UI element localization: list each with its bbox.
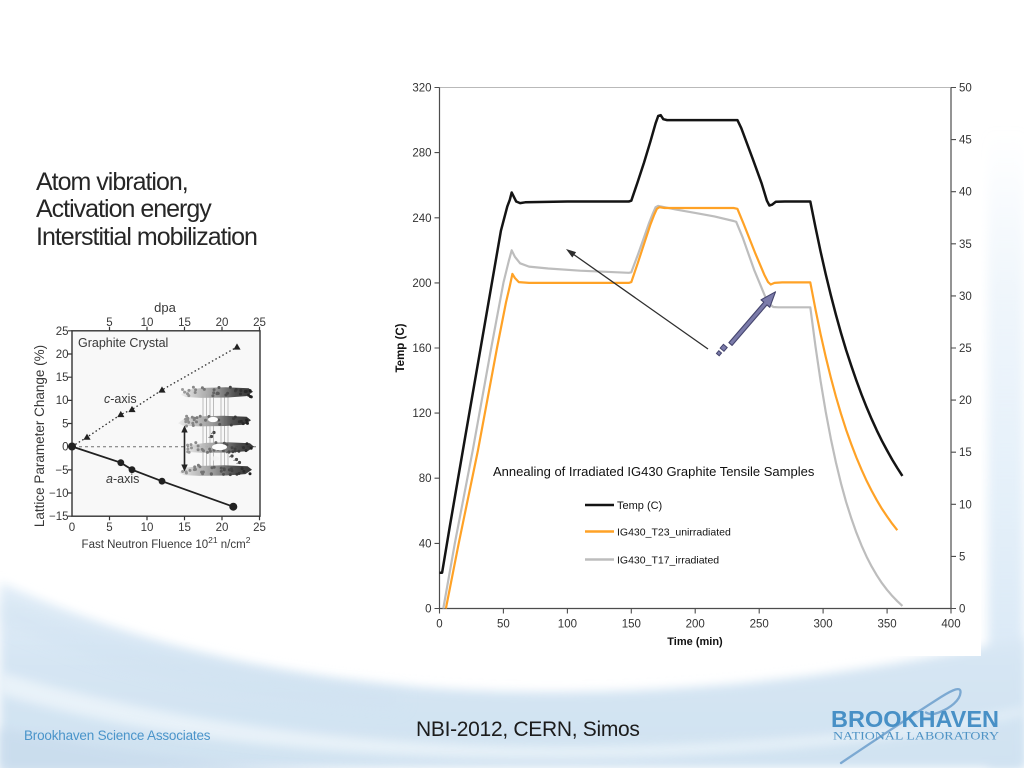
svg-text:20: 20: [959, 395, 972, 407]
svg-text:20: 20: [216, 522, 229, 534]
svg-text:20: 20: [56, 349, 69, 361]
svg-text:400: 400: [941, 619, 960, 631]
svg-text:−10: −10: [49, 488, 69, 500]
svg-text:Time (min): Time (min): [667, 636, 723, 648]
svg-text:IG430_T23_unirradiated: IG430_T23_unirradiated: [617, 527, 731, 539]
svg-text:280: 280: [412, 148, 431, 160]
svg-text:5: 5: [106, 317, 112, 329]
svg-text:−5: −5: [55, 465, 68, 477]
svg-text:0: 0: [62, 442, 68, 454]
svg-text:10: 10: [56, 395, 69, 407]
svg-text:25: 25: [253, 522, 266, 534]
svg-text:160: 160: [412, 343, 431, 355]
svg-text:50: 50: [497, 619, 510, 631]
svg-text:300: 300: [814, 619, 833, 631]
svg-text:150: 150: [622, 619, 641, 631]
svg-text:100: 100: [558, 619, 577, 631]
svg-text:10: 10: [141, 522, 154, 534]
svg-text:30: 30: [959, 291, 972, 303]
svg-text:Lattice Parameter Change (%): Lattice Parameter Change (%): [32, 345, 47, 527]
svg-text:15: 15: [56, 372, 69, 384]
svg-text:c-axis: c-axis: [104, 392, 137, 406]
svg-text:200: 200: [686, 619, 705, 631]
svg-text:0: 0: [69, 522, 75, 534]
svg-text:Annealing of Irradiated IG430: Annealing of Irradiated IG430 Graphite T…: [493, 464, 815, 479]
svg-text:250: 250: [750, 619, 769, 631]
svg-text:40: 40: [419, 538, 432, 550]
svg-text:BROOKHAVEN: BROOKHAVEN: [831, 706, 999, 732]
svg-text:45: 45: [959, 135, 972, 147]
svg-text:15: 15: [959, 447, 972, 459]
svg-text:35: 35: [959, 239, 972, 251]
svg-text:Temp (C): Temp (C): [617, 500, 662, 512]
svg-text:IG430_T17_irradiated: IG430_T17_irradiated: [617, 555, 719, 567]
svg-text:a-axis: a-axis: [106, 472, 139, 486]
svg-text:25: 25: [253, 317, 266, 329]
svg-text:20: 20: [216, 317, 229, 329]
svg-text:0: 0: [959, 604, 965, 616]
svg-text:5: 5: [106, 522, 112, 534]
svg-text:200: 200: [412, 278, 431, 290]
svg-text:25: 25: [56, 326, 69, 338]
svg-text:40: 40: [959, 187, 972, 199]
svg-text:240: 240: [412, 213, 431, 225]
svg-text:15: 15: [178, 522, 191, 534]
svg-text:50: 50: [959, 83, 972, 95]
svg-text:25: 25: [959, 343, 972, 355]
svg-text:Graphite Crystal: Graphite Crystal: [78, 336, 168, 350]
svg-text:NATIONAL LABORATORY: NATIONAL LABORATORY: [833, 731, 1000, 743]
svg-text:320: 320: [412, 83, 431, 95]
svg-text:350: 350: [878, 619, 897, 631]
svg-text:80: 80: [419, 473, 432, 485]
svg-text:10: 10: [959, 499, 972, 511]
svg-text:dpa: dpa: [154, 300, 176, 315]
svg-text:120: 120: [412, 408, 431, 420]
svg-text:Temp (C): Temp (C): [395, 323, 407, 372]
svg-text:0: 0: [436, 619, 442, 631]
svg-text:15: 15: [178, 317, 191, 329]
svg-text:0: 0: [425, 604, 431, 616]
svg-text:−15: −15: [49, 511, 69, 523]
svg-text:5: 5: [62, 419, 68, 431]
svg-text:Fast Neutron Fluence 1021 n/cm: Fast Neutron Fluence 1021 n/cm2: [82, 535, 251, 551]
svg-text:10: 10: [141, 317, 154, 329]
svg-text:5: 5: [959, 551, 965, 563]
